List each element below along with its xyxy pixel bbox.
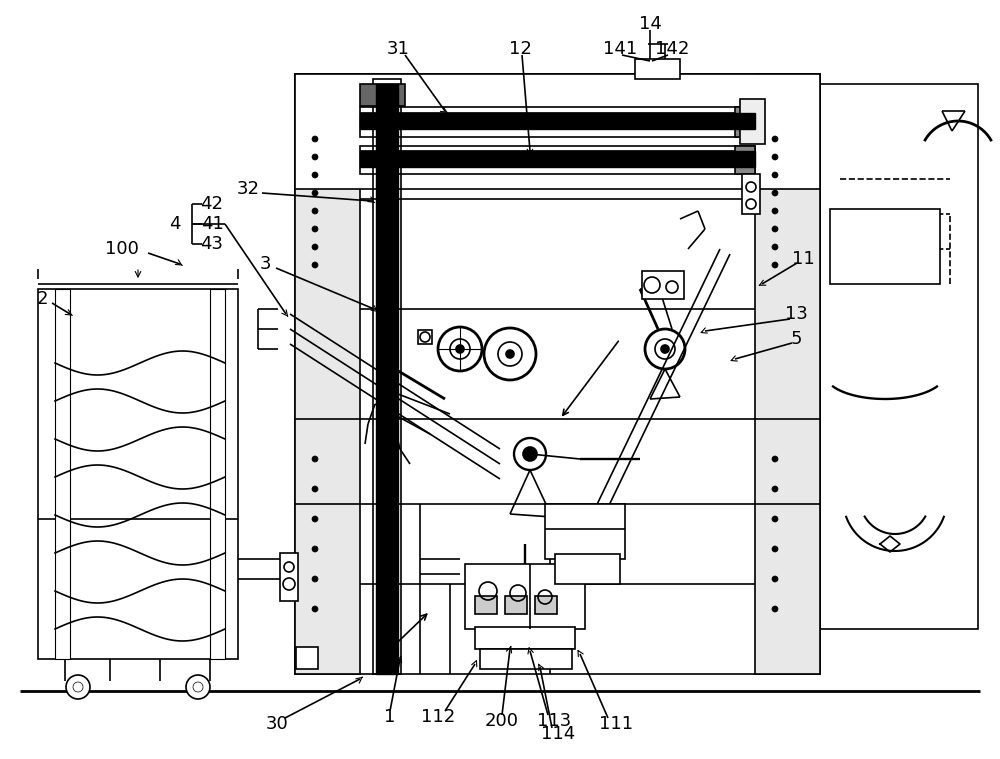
Circle shape xyxy=(772,262,778,268)
Text: 4: 4 xyxy=(169,215,181,233)
Circle shape xyxy=(772,154,778,160)
Bar xyxy=(465,564,585,629)
Circle shape xyxy=(772,226,778,232)
Bar xyxy=(555,554,620,584)
Bar xyxy=(295,74,820,674)
Circle shape xyxy=(312,516,318,522)
Bar xyxy=(360,146,755,174)
Text: 111: 111 xyxy=(599,715,633,733)
Text: 141: 141 xyxy=(603,40,637,58)
Bar xyxy=(38,289,238,659)
Text: 3: 3 xyxy=(259,255,271,273)
Bar xyxy=(360,84,405,106)
Circle shape xyxy=(772,576,778,582)
Bar xyxy=(295,74,360,674)
Circle shape xyxy=(312,456,318,462)
Bar xyxy=(480,649,572,669)
Text: 142: 142 xyxy=(655,40,689,58)
Bar xyxy=(475,596,497,614)
Circle shape xyxy=(73,682,83,692)
Text: 41: 41 xyxy=(201,215,223,233)
Circle shape xyxy=(312,576,318,582)
Bar xyxy=(535,596,557,614)
Text: 112: 112 xyxy=(421,708,455,726)
Circle shape xyxy=(772,606,778,612)
Text: 13: 13 xyxy=(785,305,807,323)
Bar xyxy=(360,113,755,129)
Circle shape xyxy=(456,345,464,353)
Text: 113: 113 xyxy=(537,712,571,730)
Text: 43: 43 xyxy=(200,235,224,253)
Circle shape xyxy=(772,516,778,522)
Circle shape xyxy=(661,345,669,353)
Circle shape xyxy=(772,456,778,462)
Circle shape xyxy=(312,486,318,492)
Bar xyxy=(735,146,755,174)
Circle shape xyxy=(312,154,318,160)
Circle shape xyxy=(312,208,318,214)
Text: 30: 30 xyxy=(266,715,288,733)
Bar xyxy=(635,59,680,79)
Bar xyxy=(376,84,398,674)
Bar xyxy=(418,330,432,344)
Bar xyxy=(545,504,625,559)
Circle shape xyxy=(506,350,514,358)
Bar xyxy=(735,107,755,137)
Bar xyxy=(360,151,755,167)
Bar xyxy=(740,99,765,144)
Circle shape xyxy=(312,172,318,178)
Text: 1: 1 xyxy=(384,708,396,726)
Bar xyxy=(742,174,760,214)
Circle shape xyxy=(312,262,318,268)
Bar xyxy=(280,553,298,601)
Circle shape xyxy=(772,486,778,492)
Bar xyxy=(55,289,70,659)
Circle shape xyxy=(772,546,778,552)
Text: 31: 31 xyxy=(387,40,409,58)
Text: 14: 14 xyxy=(639,15,661,33)
Text: 11: 11 xyxy=(792,250,814,268)
Circle shape xyxy=(193,682,203,692)
Text: 200: 200 xyxy=(485,712,519,730)
Bar xyxy=(642,271,684,299)
Bar xyxy=(755,74,820,674)
Circle shape xyxy=(523,447,537,461)
Text: 114: 114 xyxy=(541,725,575,743)
Circle shape xyxy=(772,190,778,196)
Circle shape xyxy=(312,546,318,552)
Text: 32: 32 xyxy=(237,180,260,198)
Circle shape xyxy=(186,675,210,699)
Circle shape xyxy=(312,136,318,142)
Bar xyxy=(820,84,978,629)
Bar xyxy=(475,627,575,649)
Circle shape xyxy=(772,208,778,214)
Circle shape xyxy=(772,136,778,142)
Text: 5: 5 xyxy=(790,330,802,348)
Bar xyxy=(373,79,401,674)
Circle shape xyxy=(772,244,778,250)
Circle shape xyxy=(772,172,778,178)
Circle shape xyxy=(66,675,90,699)
Bar xyxy=(210,289,225,659)
Bar xyxy=(830,209,940,284)
Text: 100: 100 xyxy=(105,240,139,258)
Circle shape xyxy=(312,606,318,612)
Circle shape xyxy=(312,226,318,232)
Circle shape xyxy=(312,190,318,196)
Text: 42: 42 xyxy=(200,195,224,213)
Text: 12: 12 xyxy=(509,40,531,58)
Bar xyxy=(296,647,318,669)
Circle shape xyxy=(312,244,318,250)
Text: 2: 2 xyxy=(36,290,48,308)
Bar xyxy=(295,74,820,189)
Bar xyxy=(360,107,755,137)
Bar xyxy=(505,596,527,614)
